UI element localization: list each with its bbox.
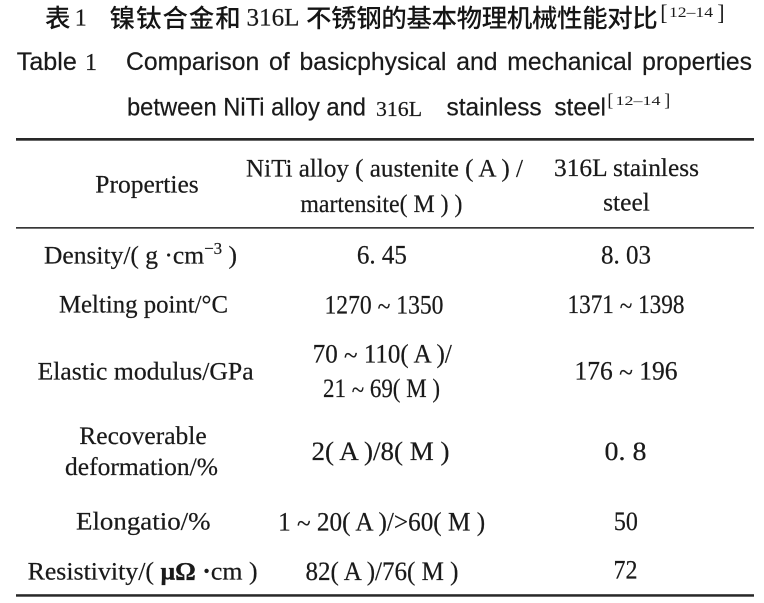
svg-text:316L: 316L bbox=[247, 3, 300, 32]
svg-text:martensite( M ) ): martensite( M ) ) bbox=[300, 189, 462, 218]
svg-text:[: [ bbox=[607, 90, 613, 110]
svg-text:70 ~ 110( A )/: 70 ~ 110( A )/ bbox=[313, 339, 453, 370]
svg-text:72: 72 bbox=[614, 556, 638, 585]
svg-text:50: 50 bbox=[614, 507, 638, 536]
svg-text:Elastic modulus/GPa: Elastic modulus/GPa bbox=[38, 357, 254, 386]
svg-text:Properties: Properties bbox=[95, 170, 198, 199]
svg-text:Density/( g ·cm−3 ): Density/( g ·cm−3 ) bbox=[44, 239, 237, 270]
svg-text:NiTi alloy ( austenite ( A ) /: NiTi alloy ( austenite ( A ) / bbox=[246, 153, 524, 182]
svg-text:Table: Table bbox=[17, 48, 77, 76]
svg-text:12–14: 12–14 bbox=[616, 93, 662, 108]
svg-text:6. 45: 6. 45 bbox=[357, 241, 407, 270]
svg-text:Melting point/°C: Melting point/°C bbox=[59, 290, 228, 319]
svg-text:[: [ bbox=[660, 0, 667, 25]
svg-text:1: 1 bbox=[75, 6, 87, 32]
svg-text:Elongatio/%: Elongatio/% bbox=[76, 507, 211, 536]
svg-text:1: 1 bbox=[85, 50, 97, 76]
svg-text:deformation/%: deformation/% bbox=[65, 452, 218, 481]
svg-text:stainless steel: stainless steel bbox=[447, 93, 607, 121]
svg-text:]: ] bbox=[717, 0, 724, 25]
svg-text:316L: 316L bbox=[376, 97, 422, 121]
svg-text:1270 ~ 1350: 1270 ~ 1350 bbox=[325, 290, 444, 321]
svg-text:12–14: 12–14 bbox=[669, 5, 714, 21]
svg-text:Resistivity/( μΩ ·cm ): Resistivity/( μΩ ·cm ) bbox=[28, 557, 258, 586]
svg-text:1 ~ 20( A )/>60( M ): 1 ~ 20( A )/>60( M ) bbox=[278, 507, 485, 538]
svg-text:21 ~ 69( M ): 21 ~ 69( M ) bbox=[323, 374, 440, 405]
svg-text:316L stainless: 316L stainless bbox=[554, 153, 699, 182]
svg-text:between NiTi alloy and: between NiTi alloy and bbox=[127, 93, 366, 121]
svg-text:steel: steel bbox=[603, 188, 650, 217]
svg-text:8. 03: 8. 03 bbox=[601, 241, 651, 270]
svg-text:Recoverable: Recoverable bbox=[79, 421, 206, 450]
svg-text:2( A )/8( M ): 2( A )/8( M ) bbox=[312, 437, 450, 466]
svg-text:]: ] bbox=[664, 90, 670, 110]
svg-text:1371 ~ 1398: 1371 ~ 1398 bbox=[568, 290, 685, 321]
svg-text:82( A )/76( M ): 82( A )/76( M ) bbox=[306, 557, 459, 586]
svg-text:0. 8: 0. 8 bbox=[605, 437, 647, 466]
svg-text:176 ~ 196: 176 ~ 196 bbox=[575, 357, 678, 388]
svg-text:Comparison of basicphysical an: Comparison of basicphysical and mechanic… bbox=[126, 48, 752, 76]
